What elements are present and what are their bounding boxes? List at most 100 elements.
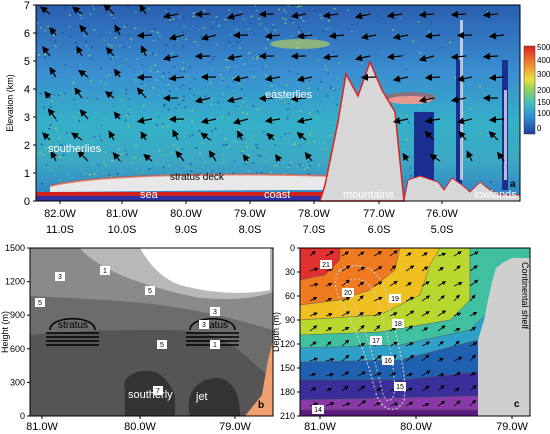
noise-speckle: [479, 86, 482, 88]
ytick-label: 0: [20, 411, 25, 421]
wind-arrow: [275, 154, 283, 162]
noise-speckle: [192, 12, 195, 14]
noise-speckle: [161, 75, 164, 78]
wind-arrow: [143, 153, 153, 162]
contour-label: 1: [103, 268, 107, 275]
noise-speckle: [168, 8, 171, 10]
current-arrow: [357, 342, 366, 347]
noise-speckle: [407, 121, 410, 124]
noise-speckle: [55, 119, 58, 122]
noise-speckle: [104, 118, 107, 121]
noise-speckle: [208, 169, 211, 172]
current-arrow: [325, 297, 333, 302]
jet-core-south: [124, 370, 175, 416]
noise-speckle: [190, 170, 193, 172]
current-arrow: [469, 279, 479, 287]
noise-speckle: [252, 71, 255, 73]
ytick-label: 0: [290, 243, 295, 253]
noise-speckle: [105, 76, 108, 78]
wind-arrow: [79, 109, 89, 120]
current-arrow: [405, 387, 413, 392]
contour-label-bg: [370, 336, 382, 345]
current-arrow: [437, 373, 445, 377]
noise-speckle: [48, 128, 51, 130]
noise-speckle: [119, 6, 122, 8]
colorbar-tick-label: 200: [537, 86, 550, 95]
colorbar: [523, 45, 536, 135]
noise-speckle: [95, 98, 98, 100]
noise-speckle: [73, 80, 76, 82]
noise-speckle: [182, 16, 185, 19]
noise-speckle: [111, 160, 114, 162]
continental-shelf: [478, 258, 530, 416]
noise-speckle: [84, 172, 87, 174]
terrain-lowlands: [403, 175, 521, 202]
noise-speckle: [73, 99, 76, 101]
noise-speckle: [233, 5, 236, 8]
noise-speckle: [206, 38, 209, 41]
wind-arrow: [458, 130, 467, 141]
noise-speckle: [257, 154, 260, 156]
noise-speckle: [325, 27, 328, 30]
noise-speckle: [265, 134, 268, 136]
noise-speckle: [169, 19, 171, 21]
noise-speckle: [218, 24, 221, 26]
contour-label: 17: [372, 338, 380, 345]
noise-speckle: [76, 100, 79, 103]
noise-speckle: [143, 122, 146, 125]
current-arrow: [437, 267, 444, 272]
noise-speckle: [83, 35, 86, 37]
noise-speckle: [248, 22, 251, 24]
noise-speckle: [323, 148, 326, 150]
noise-speckle: [49, 141, 51, 143]
noise-speckle: [152, 52, 154, 55]
wind-arrow: [232, 75, 249, 83]
noise-speckle: [264, 65, 267, 68]
noise-speckle: [287, 70, 290, 73]
noise-speckle: [142, 105, 145, 107]
cloud-column: [504, 90, 507, 180]
noise-speckle: [404, 68, 407, 70]
noise-speckle: [207, 101, 210, 103]
noise-speckle: [271, 11, 274, 14]
noise-speckle: [256, 134, 259, 137]
noise-speckle: [327, 19, 330, 22]
wind-arrow: [360, 32, 377, 41]
wind-arrow: [136, 87, 147, 99]
cloud-layer-edge: [384, 92, 436, 104]
xtick-lon-label: 79.0W: [234, 208, 266, 220]
noise-speckle: [177, 5, 180, 8]
noise-speckle: [278, 8, 280, 11]
noise-speckle: [212, 21, 215, 23]
wind-arrow: [136, 73, 153, 81]
noise-speckle: [90, 58, 93, 60]
noise-speckle: [229, 33, 232, 36]
wind-arrow: [232, 117, 249, 125]
noise-speckle: [316, 88, 319, 91]
noise-speckle: [138, 48, 141, 50]
wind-arrow: [76, 45, 84, 57]
contour-label: 1: [213, 342, 217, 349]
noise-speckle: [287, 164, 290, 166]
noise-speckle: [135, 11, 138, 13]
noise-speckle: [273, 165, 276, 167]
wind-arrow: [208, 150, 217, 162]
noise-speckle: [210, 27, 213, 29]
noise-speckle: [191, 120, 194, 123]
current-arrow: [469, 384, 477, 392]
noise-speckle: [93, 173, 96, 175]
stratus-deck-band: [50, 174, 330, 192]
current-arrow: [341, 297, 351, 302]
noise-speckle: [260, 169, 263, 172]
noise-speckle: [206, 34, 209, 36]
noise-speckle: [179, 6, 182, 8]
noise-speckle: [126, 6, 129, 8]
noise-speckle: [72, 82, 74, 84]
current-arrow: [405, 252, 412, 257]
noise-speckle: [235, 76, 238, 78]
noise-speckle: [58, 138, 61, 140]
noise-speckle: [54, 45, 57, 47]
noise-speckle: [57, 94, 60, 96]
wind-arrow: [386, 11, 403, 19]
wind-arrow: [77, 150, 89, 162]
